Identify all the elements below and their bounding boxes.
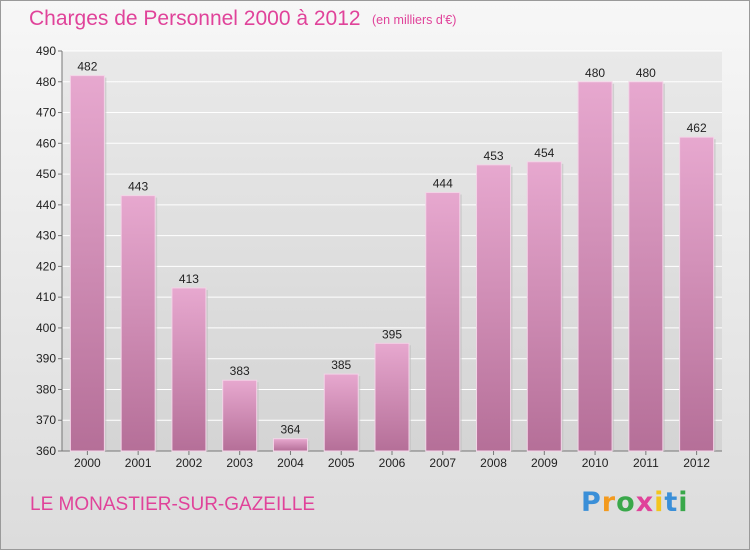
y-tick-label: 490 <box>36 44 56 58</box>
bar <box>323 373 359 452</box>
y-tick-label: 380 <box>36 382 56 396</box>
y-tick-label: 410 <box>36 290 56 304</box>
data-label: 413 <box>179 272 199 286</box>
data-label: 383 <box>230 364 250 378</box>
bar <box>171 287 207 452</box>
data-label: 395 <box>382 327 402 341</box>
y-tick-label: 400 <box>36 321 56 335</box>
x-tick-label: 2010 <box>582 456 609 470</box>
y-tick-label: 440 <box>36 198 56 212</box>
city-name: LE MONASTIER-SUR-GAZEILLE <box>30 494 316 515</box>
logo-letter: P <box>581 487 602 518</box>
y-tick-label: 390 <box>36 352 56 366</box>
bar <box>222 379 258 452</box>
bar <box>476 164 512 452</box>
proxiti-logo: Proxiti <box>581 487 689 518</box>
data-label: 444 <box>433 177 453 191</box>
bar <box>679 136 715 452</box>
y-tick-label: 430 <box>36 229 56 243</box>
y-tick-label: 370 <box>36 413 56 427</box>
y-tick-label: 360 <box>36 444 56 458</box>
y-tick-label: 420 <box>36 259 56 273</box>
bar <box>577 81 613 452</box>
x-tick-label: 2005 <box>328 456 355 470</box>
x-tick-label: 2000 <box>74 456 101 470</box>
bar <box>526 161 562 452</box>
y-tick-label: 470 <box>36 106 56 120</box>
logo-letter: t <box>664 487 679 518</box>
bar <box>69 75 105 452</box>
logo-letter: r <box>601 487 617 518</box>
logo-letter: i <box>678 487 689 518</box>
x-tick-label: 2012 <box>683 456 710 470</box>
data-label: 364 <box>280 423 300 437</box>
bar <box>374 342 410 452</box>
logo-letter: x <box>635 487 655 518</box>
x-tick-label: 2003 <box>226 456 253 470</box>
bar <box>628 81 664 452</box>
x-tick-label: 2007 <box>429 456 456 470</box>
logo-letter: o <box>616 487 636 518</box>
data-label: 385 <box>331 358 351 372</box>
data-label: 454 <box>534 146 554 160</box>
data-label: 462 <box>687 121 707 135</box>
chart-title: Charges de Personnel 2000 à 2012 <box>29 7 361 30</box>
y-tick-label: 450 <box>36 167 56 181</box>
x-tick-label: 2011 <box>633 456 659 470</box>
data-label: 480 <box>585 66 605 80</box>
bar <box>120 195 156 452</box>
y-tick-label: 460 <box>36 136 56 150</box>
logo-letter: i <box>654 487 665 518</box>
x-tick-label: 2002 <box>176 456 203 470</box>
data-label: 443 <box>128 180 148 194</box>
x-tick-label: 2001 <box>125 456 152 470</box>
data-label: 453 <box>484 149 504 163</box>
x-tick-label: 2006 <box>379 456 406 470</box>
data-label: 482 <box>77 60 97 74</box>
bar <box>425 192 461 452</box>
x-tick-label: 2008 <box>480 456 507 470</box>
data-label: 480 <box>636 66 656 80</box>
x-tick-label: 2004 <box>277 456 304 470</box>
chart-subtitle: (en milliers d'€) <box>372 13 457 27</box>
bar <box>272 438 308 452</box>
y-tick-label: 480 <box>36 75 56 89</box>
x-tick-label: 2009 <box>531 456 558 470</box>
